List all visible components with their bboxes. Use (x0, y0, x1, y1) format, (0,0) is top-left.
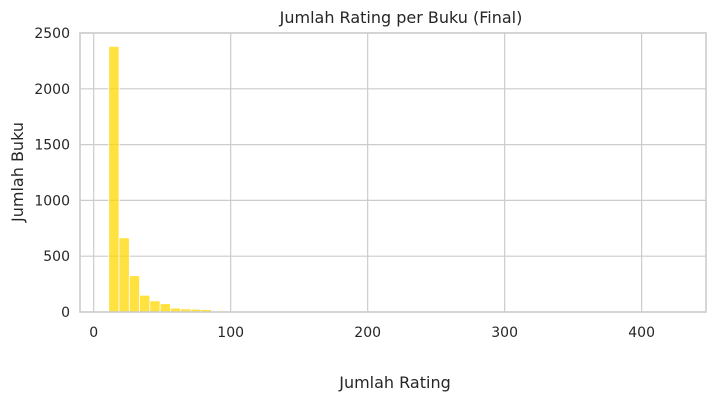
tick-layer: 0 500 1000 1500 2000 2500 0 100 200 300 400 (34, 26, 655, 341)
histogram-bar (139, 294, 151, 313)
histogram-bar (128, 275, 140, 313)
y-tick-label: 1000 (34, 193, 70, 209)
x-tick-label: 100 (217, 325, 244, 341)
histogram-bar (149, 300, 161, 313)
x-tick-label: 0 (89, 325, 98, 341)
histogram-bar (108, 45, 120, 313)
histogram-bar (159, 303, 171, 313)
x-tick-label: 200 (354, 325, 381, 341)
x-tick-label: 300 (491, 325, 518, 341)
y-axis-title: Jumlah Buku (8, 122, 27, 223)
bar-layer (108, 45, 685, 313)
chart-title: Jumlah Rating per Buku (Final) (279, 8, 523, 27)
y-tick-label: 2500 (34, 26, 70, 42)
x-tick-label: 400 (628, 325, 655, 341)
y-tick-label: 0 (61, 305, 70, 321)
y-tick-label: 2000 (34, 82, 70, 98)
histogram-bar (118, 237, 130, 313)
y-tick-label: 500 (43, 249, 70, 265)
x-axis-title: Jumlah Rating (338, 373, 451, 392)
grid-layer (80, 32, 706, 313)
y-tick-label: 1500 (34, 138, 70, 154)
plot-frame (79, 32, 707, 313)
